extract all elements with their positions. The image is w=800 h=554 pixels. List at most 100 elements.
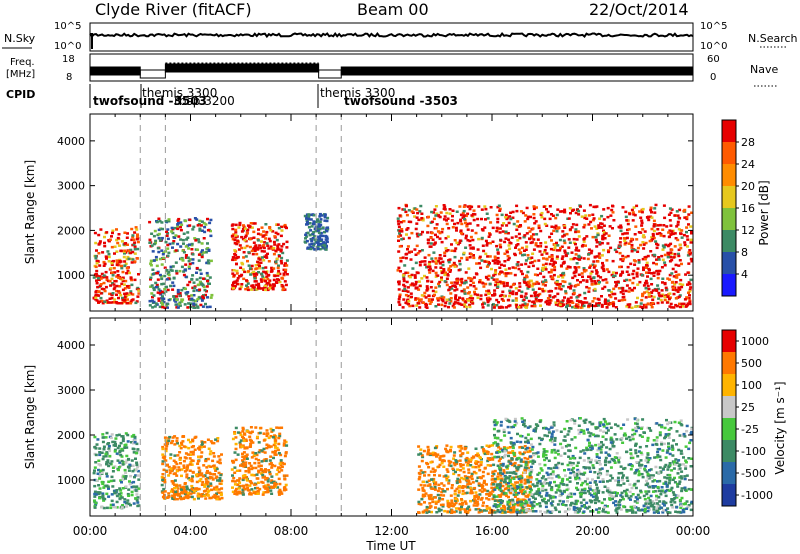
- range-gate-cell: [251, 222, 255, 225]
- range-gate-cell: [116, 274, 120, 277]
- range-gate-cell: [480, 487, 484, 490]
- range-gate-cell: [490, 474, 494, 478]
- range-gate-cell: [550, 257, 554, 261]
- range-gate-cell: [437, 483, 441, 487]
- range-gate-cell: [434, 227, 438, 230]
- range-gate-cell: [95, 289, 99, 293]
- range-gate-cell: [416, 297, 420, 300]
- range-gate-cell: [217, 455, 221, 458]
- range-gate-cell: [418, 250, 422, 253]
- range-gate-cell: [681, 305, 685, 308]
- range-gate-cell: [492, 278, 496, 281]
- range-gate-cell: [516, 220, 520, 223]
- range-gate-cell: [135, 257, 139, 260]
- range-gate-cell: [173, 487, 176, 490]
- range-gate-cell: [243, 488, 247, 491]
- range-gate-cell: [241, 459, 244, 462]
- range-gate-cell: [433, 488, 437, 491]
- range-gate-cell: [432, 243, 436, 246]
- range-gate-cell: [320, 238, 324, 241]
- range-gate-cell: [243, 227, 247, 230]
- range-gate-cell: [606, 299, 610, 302]
- range-gate-cell: [491, 497, 495, 501]
- range-gate-cell: [171, 246, 174, 249]
- range-gate-cell: [195, 266, 199, 270]
- range-gate-cell: [474, 447, 478, 450]
- range-gate-cell: [639, 216, 643, 219]
- range-gate-cell: [176, 442, 179, 445]
- range-gate-cell: [242, 462, 245, 465]
- range-gate-cell: [217, 488, 221, 491]
- range-gate-cell: [415, 244, 419, 248]
- range-gate-cell: [192, 306, 196, 309]
- range-gate-cell: [192, 303, 196, 306]
- range-gate-cell: [426, 231, 430, 234]
- range-gate-cell: [615, 250, 619, 254]
- range-gate-cell: [282, 474, 286, 477]
- range-gate-cell: [488, 255, 492, 258]
- range-gate-cell: [134, 497, 138, 500]
- range-gate-cell: [457, 507, 461, 510]
- range-gate-cell: [533, 304, 537, 308]
- freq-right-tick-top: 60: [707, 54, 720, 65]
- range-gate-cell: [234, 442, 238, 446]
- range-gate-cell: [195, 289, 199, 292]
- range-gate-cell: [492, 306, 496, 309]
- range-gate-cell: [112, 266, 116, 270]
- range-gate-cell: [463, 204, 467, 207]
- range-gate-cell: [509, 451, 513, 454]
- range-gate-cell: [234, 234, 238, 237]
- range-gate-cell: [255, 473, 259, 476]
- range-gate-cell: [669, 242, 673, 246]
- range-gate-cell: [461, 489, 465, 493]
- range-gate-cell: [582, 267, 586, 270]
- y-tick-label: 3000: [57, 180, 85, 193]
- range-gate-cell: [531, 252, 535, 255]
- range-gate-cell: [164, 447, 168, 450]
- range-gate-cell: [104, 270, 108, 274]
- range-gate-cell: [266, 487, 270, 490]
- range-gate-cell: [621, 286, 625, 290]
- range-gate-cell: [419, 503, 423, 506]
- range-gate-cell: [423, 474, 426, 477]
- range-gate-cell: [579, 306, 583, 309]
- range-gate-cell: [440, 240, 444, 244]
- range-gate-cell: [641, 228, 645, 231]
- range-gate-cell: [534, 243, 538, 247]
- range-gate-cell: [551, 276, 555, 279]
- range-gate-cell: [549, 247, 553, 251]
- range-gate-cell: [472, 276, 476, 279]
- range-gate-cell: [668, 207, 672, 210]
- range-gate-cell: [171, 497, 175, 500]
- range-gate-cell: [601, 237, 605, 241]
- range-gate-cell: [502, 299, 505, 302]
- range-gate-cell: [110, 235, 113, 238]
- range-gate-cell: [213, 486, 217, 489]
- range-gate-cell: [532, 216, 536, 220]
- range-gate-cell: [479, 456, 482, 460]
- range-gate-cell: [95, 492, 99, 496]
- range-gate-cell: [160, 282, 164, 286]
- range-gate-cell: [172, 284, 176, 288]
- range-gate-cell: [202, 251, 206, 254]
- range-gate-cell: [405, 233, 408, 236]
- range-gate-cell: [285, 474, 289, 477]
- y-tick-label: 2000: [57, 224, 85, 237]
- range-gate-cell: [255, 283, 259, 287]
- range-gate-cell: [484, 252, 488, 256]
- range-gate-cell: [509, 491, 513, 495]
- range-gate-cell: [126, 269, 130, 273]
- range-gate-cell: [580, 245, 584, 248]
- range-gate-cell: [690, 211, 694, 214]
- range-gate-cell: [505, 306, 508, 309]
- range-gate-cell: [461, 492, 465, 496]
- range-gate-cell: [273, 243, 277, 246]
- range-gate-cell: [489, 464, 493, 467]
- range-gate-cell: [178, 484, 182, 487]
- range-gate-cell: [217, 471, 221, 475]
- range-gate-cell: [277, 493, 281, 496]
- range-gate-cell: [119, 492, 123, 495]
- range-gate-cell: [486, 255, 490, 258]
- range-gate-cell: [534, 296, 538, 299]
- range-gate-cell: [595, 245, 599, 248]
